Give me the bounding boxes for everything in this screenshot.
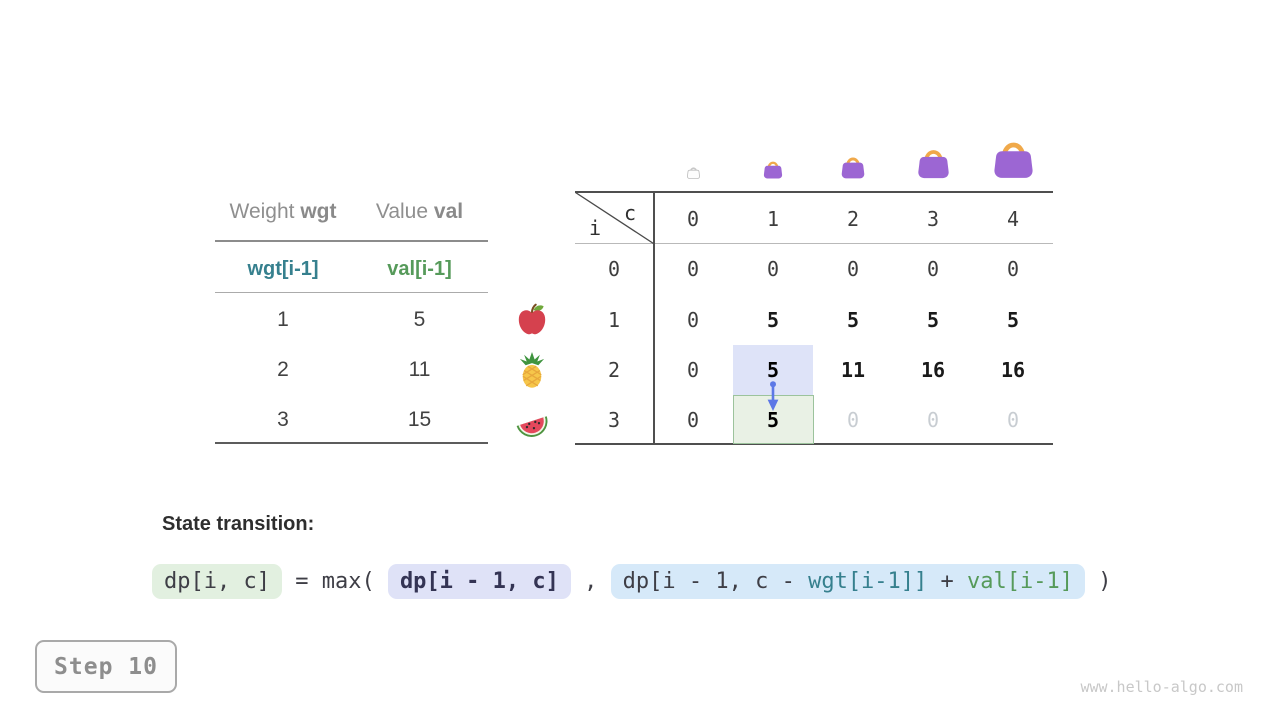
formula-arg2-box: dp[i - 1, c - wgt[i-1]] + val[i-1] [610,563,1086,599]
apple-icon [512,301,552,339]
dp-cell: 5 [926,307,940,332]
step-badge-label: Step 10 [54,653,158,680]
dp-col-header: 2 [846,207,860,231]
dp-cell: 0 [686,407,700,432]
dp-table-header-rule [575,243,1053,244]
value-column-header: Value val [375,200,464,223]
item-value-value: 11 [408,358,431,381]
dp-cell: 0 [686,307,700,332]
corner-diagonal-line [575,192,654,244]
bag-size-4-icon [990,135,1037,179]
dp-col-header: 0 [686,207,700,231]
dp-cell: 5 [766,358,780,382]
items-table-bottom-rule [215,442,488,444]
weight-array-expr: wgt[i-1] [247,257,319,280]
site-watermark: www.hello-algo.com [1080,678,1243,696]
formula-close-paren: ) [1085,568,1112,594]
dp-cell: 0 [686,256,700,281]
dp-cell: 0 [846,256,860,281]
items-table-header-rule [215,240,488,242]
formula-arg1-box: dp[i - 1, c] [387,563,571,599]
watermelon-icon [512,401,552,439]
item-value-value: 5 [413,307,426,331]
formula-segment-green: val[i-1] [967,568,1074,594]
state-transition-formula: dp[i, c] = max( dp[i - 1, c] , dp[i - 1,… [152,560,1112,602]
step-badge: Step 10 [35,640,177,693]
formula-lhs-box: dp[i, c] [152,563,282,599]
corner-col-var: c [623,201,637,225]
state-transition-label: State transition: [162,513,315,535]
item-weight-value: 3 [277,407,289,431]
formula-segment-default: dp[i - 1, c - [622,568,809,594]
dp-table-bottom-rule [575,443,1053,445]
item-weight-value: 2 [277,358,289,381]
dp-col-header: 3 [926,207,940,231]
dp-row-header: 2 [607,358,621,382]
dp-cell: 11 [840,358,866,382]
bag-size-2-icon [839,153,867,179]
dp-cell: 16 [920,358,946,382]
dp-col-header: 1 [766,207,780,231]
item-weight-value: 1 [277,307,289,331]
dp-cell: 0 [1006,256,1020,281]
dp-cell: 5 [766,407,780,432]
value-array-expr: val[i-1] [387,257,452,280]
bag-empty-icon [686,165,701,179]
dp-cell: 5 [766,307,780,332]
dp-cell: 5 [846,307,860,332]
dp-cell: 0 [686,358,700,382]
formula-operator: = max( [281,568,388,594]
corner-row-var: i [588,216,602,240]
dp-row-header: 0 [607,256,621,281]
dp-row-header: 1 [607,307,621,332]
dp-row-header: 3 [607,407,621,432]
dp-col-header: 4 [1006,207,1020,231]
dp-cell: 16 [1000,358,1026,382]
items-table-subheader-rule [215,292,488,293]
bag-size-3-icon [915,144,952,179]
formula-segment-default: + [927,568,968,594]
dp-cell: 0 [926,256,940,281]
dp-cell: 0 [846,407,860,432]
dp-cell: 0 [766,256,780,281]
dp-table-top-rule [575,191,1053,193]
formula-segment-teal: wgt[i-1]] [808,568,928,594]
item-value-value: 15 [407,407,432,431]
dp-cell: 5 [1006,307,1020,332]
transition-arrow-icon [767,381,779,411]
formula-separator: , [570,568,611,594]
dp-cell: 0 [926,407,940,432]
dp-table-vertical-rule [653,191,655,445]
dp-cell: 0 [1006,407,1020,432]
bag-size-1-icon [762,158,784,179]
weight-column-header: Weight wgt [229,200,337,223]
pineapple-icon [512,351,552,389]
